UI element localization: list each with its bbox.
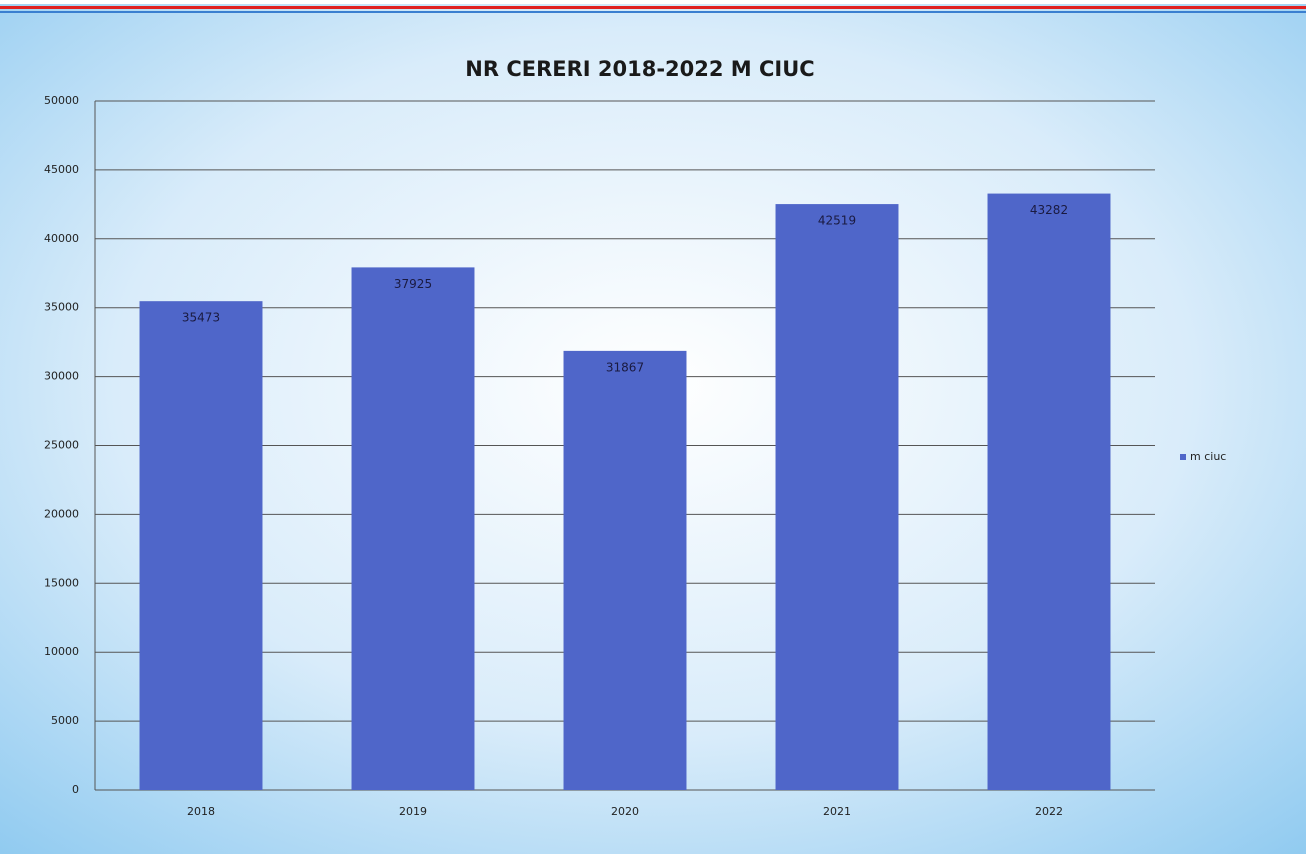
y-tick-label: 0 <box>72 783 79 796</box>
legend-marker <box>1180 454 1186 460</box>
y-tick-label: 45000 <box>44 163 79 176</box>
data-label: 31867 <box>606 360 644 374</box>
y-tick-label: 15000 <box>44 576 79 589</box>
x-tick-label: 2021 <box>823 805 851 818</box>
y-tick-label: 50000 <box>44 94 79 107</box>
top-band <box>0 0 1306 4</box>
y-tick-label: 5000 <box>51 714 79 727</box>
x-tick-label: 2018 <box>187 805 215 818</box>
bar <box>351 267 475 790</box>
y-tick-label: 35000 <box>44 301 79 314</box>
bar <box>139 301 263 790</box>
x-tick-label: 2022 <box>1035 805 1063 818</box>
data-label: 37925 <box>394 277 432 291</box>
chart-title: NR CERERI 2018-2022 M CIUC <box>465 57 814 81</box>
x-tick-label: 2020 <box>611 805 639 818</box>
y-tick-label: 10000 <box>44 645 79 658</box>
top-blue-line <box>0 11 1306 13</box>
y-tick-label: 30000 <box>44 370 79 383</box>
data-label: 43282 <box>1030 203 1068 217</box>
bar <box>775 204 899 790</box>
y-tick-label: 25000 <box>44 439 79 452</box>
y-tick-label: 20000 <box>44 507 79 520</box>
bar <box>987 193 1111 790</box>
legend-label: m ciuc <box>1190 450 1226 463</box>
bar <box>563 350 687 790</box>
y-tick-label: 40000 <box>44 232 79 245</box>
x-tick-label: 2019 <box>399 805 427 818</box>
data-label: 42519 <box>818 214 856 228</box>
data-label: 35473 <box>182 311 220 325</box>
top-red-line <box>0 6 1306 9</box>
